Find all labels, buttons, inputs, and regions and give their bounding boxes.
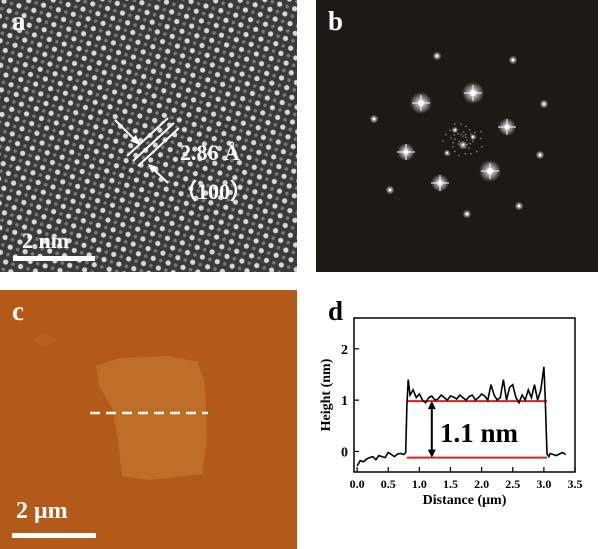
fft-spot [432,51,442,61]
fft-spot [451,126,459,134]
fft-spot [508,55,518,65]
y-tick-label: 2 [341,343,348,358]
y-axis-label: Height (nm) [319,358,334,431]
x-axis-label: Distance (μm) [423,493,507,508]
fft-spot [535,150,545,160]
plot-frame [353,317,576,473]
step-height-arrow [427,401,436,458]
fft-spots [369,51,549,219]
lattice-plane-label: （100） [175,179,253,204]
fft-spot [369,114,379,124]
fft-spot [431,174,449,192]
panel-label-d: d [328,296,344,326]
fft-spot [410,92,432,114]
panel-label-b: b [328,6,344,36]
fft-spot [397,143,415,161]
panel-label-c: c [12,296,24,326]
fft-spot [539,99,549,109]
x-tick-label: 3.0 [536,477,551,491]
x-tick-label: 3.5 [568,477,583,491]
x-tick-label: 2.0 [474,477,489,491]
step-height-annotation: 1.1 nm [440,418,519,448]
x-tick-label: 2.5 [505,477,520,491]
height-profile-chart: 0.0 0.5 1.0 1.5 2.0 2.5 3.0 3.5 0 1 2 Distance (μm)… [319,317,583,508]
panel-label-a: a [12,6,26,36]
hrtem-lattice [0,0,297,272]
fft-spot [469,133,477,141]
panel-b-fft-pattern: b [316,0,598,272]
fft-spot [385,185,395,195]
fft-spot [514,201,524,211]
panel-c-afm-image: c 2 μm [0,290,297,549]
scale-bar-label-a: 2 nm [22,228,70,253]
x-tick-label: 0.0 [350,477,365,491]
fft-spot [443,149,451,157]
lattice-spacing-label: 2.86 Å [180,140,240,165]
scale-bar-label-c: 2 μm [16,498,68,524]
afm-topography [0,290,297,549]
y-tick-label: 0 [341,445,348,460]
x-tick-label: 1.5 [443,477,458,491]
x-tick-label: 1.0 [412,477,427,491]
profile-line [356,366,567,467]
fft-spot [479,160,501,182]
panel-a-hrtem-image: a 2.86 Å （100） 2 nm [0,0,297,272]
x-tick-label: 0.5 [381,477,396,491]
y-tick-label: 1 [341,394,348,409]
fft-spot [462,82,484,104]
panel-d-height-profile: 0.0 0.5 1.0 1.5 2.0 2.5 3.0 3.5 0 1 2 Distance (μm)… [316,290,600,549]
fft-spot [498,118,516,136]
fft-spot [462,209,472,219]
